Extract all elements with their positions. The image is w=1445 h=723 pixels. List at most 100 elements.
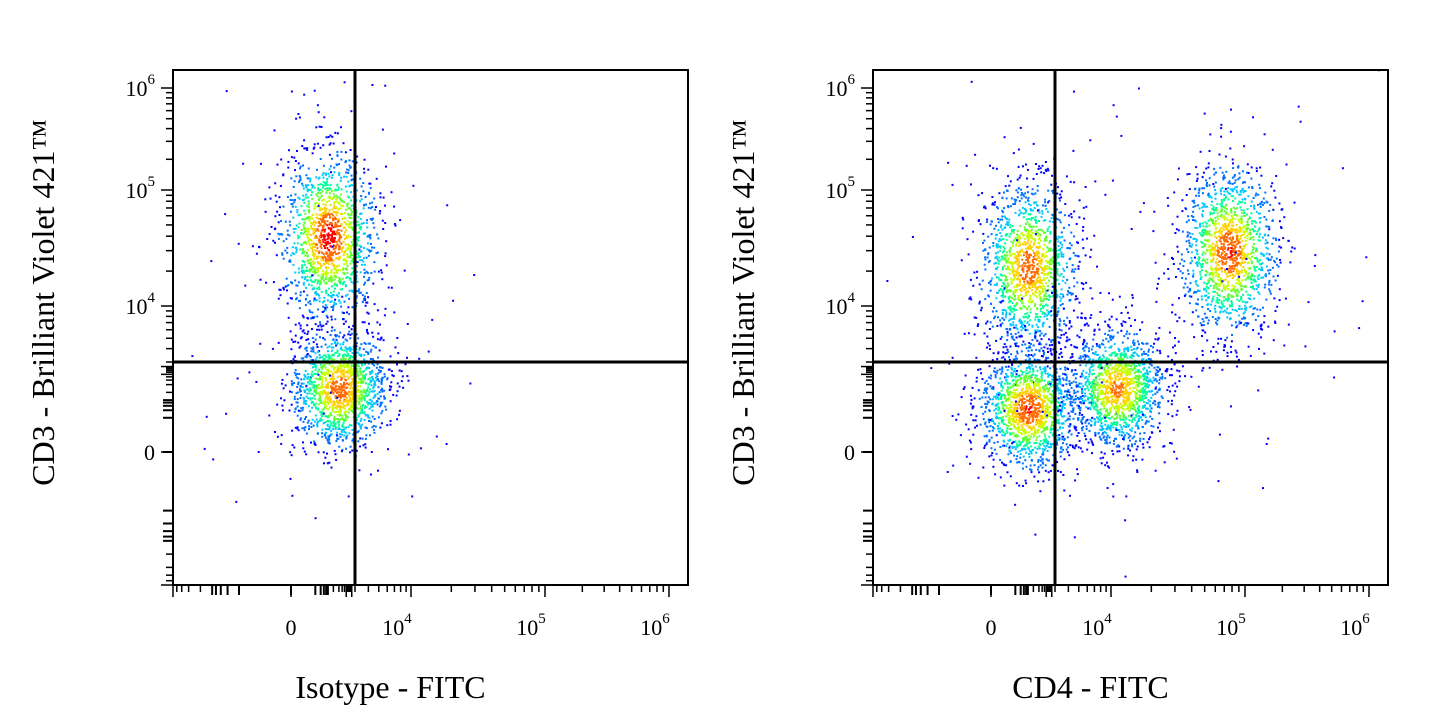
density-dot [1041, 282, 1044, 285]
density-dot [307, 167, 310, 170]
density-dot [1015, 326, 1018, 329]
density-dot [310, 373, 313, 376]
density-dot [1060, 253, 1063, 256]
density-dot [362, 404, 365, 407]
density-dot [325, 244, 328, 247]
density-dot [303, 201, 306, 204]
density-dot [318, 235, 321, 238]
density-dot [1040, 355, 1043, 357]
density-dot [1023, 265, 1026, 268]
density-dot [338, 395, 341, 398]
density-dot [365, 292, 368, 294]
density-dot [357, 385, 359, 388]
density-dot [1033, 207, 1036, 210]
density-dot [360, 353, 363, 356]
density-dot [1213, 185, 1216, 188]
density-dot [313, 373, 316, 375]
density-dot [1071, 444, 1074, 447]
density-dot [348, 330, 351, 333]
density-dot [313, 257, 316, 260]
density-dot [341, 439, 344, 442]
density-dot [331, 382, 334, 385]
density-dot [336, 164, 339, 166]
density-dot [325, 260, 327, 263]
density-dot [312, 424, 315, 427]
density-dot [992, 244, 995, 247]
density-dot [325, 407, 328, 410]
density-dot [1243, 225, 1246, 228]
density-dot [1038, 260, 1040, 262]
density-dot [999, 246, 1002, 249]
density-dot [321, 432, 324, 435]
density-dot [307, 405, 310, 408]
density-dot [1044, 297, 1047, 300]
density-dot [356, 280, 359, 283]
density-dot [1009, 300, 1012, 303]
density-dot [1206, 271, 1209, 274]
density-dot [1015, 373, 1018, 376]
density-dot [1013, 313, 1016, 316]
density-dot [1024, 286, 1027, 289]
density-dot [1057, 245, 1060, 248]
density-dot [1256, 308, 1259, 311]
density-dot [997, 221, 1000, 224]
density-dot [336, 341, 339, 344]
density-dot [1034, 253, 1037, 256]
density-dot [290, 203, 293, 206]
density-dot [401, 375, 404, 378]
density-dot [994, 262, 997, 264]
density-dot [1236, 324, 1239, 327]
density-dot [1026, 168, 1029, 171]
density-dot [1051, 213, 1054, 216]
density-dot [302, 252, 305, 255]
density-dot [997, 262, 1000, 265]
density-dot [1130, 228, 1133, 230]
density-dot [357, 239, 360, 242]
density-dot [356, 253, 359, 256]
density-dot [291, 444, 294, 447]
density-dot [1003, 207, 1006, 210]
density-dot [294, 407, 297, 410]
density-dot [1027, 232, 1030, 235]
density-dot [1224, 217, 1227, 220]
density-dot [332, 197, 335, 200]
density-dot [319, 396, 322, 399]
density-dot [1056, 278, 1059, 281]
density-dot [1192, 237, 1195, 240]
density-dot [306, 255, 309, 258]
density-dot [330, 306, 333, 308]
density-dot [367, 191, 370, 194]
density-dot [1058, 318, 1061, 321]
density-dot [308, 228, 311, 231]
density-dot [293, 410, 296, 413]
density-dot [1008, 297, 1010, 300]
density-dot [331, 245, 334, 248]
density-dot [1020, 322, 1023, 325]
density-dot [1313, 265, 1316, 267]
density-dot [1230, 211, 1233, 214]
density-dot [1243, 255, 1246, 258]
density-dot [343, 237, 346, 240]
density-dot [348, 390, 351, 393]
density-dot [290, 454, 293, 457]
density-dot [1056, 268, 1059, 271]
density-dot [1024, 212, 1027, 215]
density-dot [306, 204, 309, 207]
density-dot [1017, 165, 1020, 168]
density-dot [1077, 255, 1080, 258]
plot-panel-isotype: 0 104 105 106 0 104 105 106 Isotype - FITC CD3 - … [0, 0, 722, 723]
density-dot [1215, 206, 1218, 209]
density-dot [340, 222, 343, 225]
density-dot [1246, 262, 1249, 264]
density-dot [1046, 347, 1049, 350]
density-dot [1029, 208, 1032, 210]
density-dot [1003, 444, 1006, 447]
density-dot [305, 385, 308, 388]
density-dot [318, 387, 321, 390]
density-dot [1025, 229, 1028, 232]
density-dot [1070, 213, 1073, 216]
density-dot [383, 375, 386, 378]
density-dot [323, 206, 326, 209]
density-dot [294, 374, 297, 377]
